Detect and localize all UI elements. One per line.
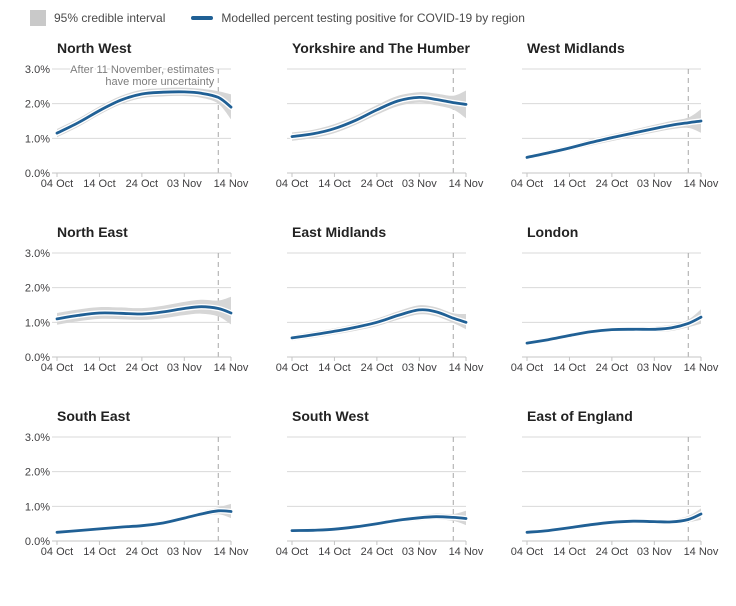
svg-text:24 Oct: 24 Oct [596, 178, 628, 190]
legend-item-credible-interval: 95% credible interval [30, 10, 165, 26]
svg-text:0.0%: 0.0% [25, 536, 50, 548]
panel-title: West Midlands [527, 40, 625, 56]
svg-text:14 Nov: 14 Nov [214, 546, 249, 558]
line-chart-london: 04 Oct 14 Oct 24 Oct 03 Nov 14 Nov [511, 252, 719, 374]
svg-text:14 Oct: 14 Oct [318, 362, 350, 374]
svg-text:1.0%: 1.0% [25, 317, 50, 329]
svg-text:0.0%: 0.0% [25, 352, 50, 364]
svg-text:14 Oct: 14 Oct [553, 362, 585, 374]
svg-text:24 Oct: 24 Oct [596, 362, 628, 374]
svg-text:03 Nov: 03 Nov [637, 546, 672, 558]
svg-text:14 Oct: 14 Oct [553, 178, 585, 190]
svg-text:14 Oct: 14 Oct [318, 178, 350, 190]
panel-title: North West [57, 40, 132, 56]
credible-interval-swatch-icon [30, 10, 46, 26]
svg-text:24 Oct: 24 Oct [126, 362, 158, 374]
svg-text:03 Nov: 03 Nov [637, 362, 672, 374]
svg-text:03 Nov: 03 Nov [402, 178, 437, 190]
svg-text:24 Oct: 24 Oct [596, 546, 628, 558]
svg-text:24 Oct: 24 Oct [126, 178, 158, 190]
svg-text:1.0%: 1.0% [25, 501, 50, 513]
svg-text:03 Nov: 03 Nov [402, 546, 437, 558]
chart-panel-north-west: North West 04 Oct 14 Oct 24 Oct 03 Nov 14 No… [20, 38, 255, 193]
legend-item-modelled-line: Modelled percent testing positive for CO… [191, 11, 525, 25]
svg-text:04 Oct: 04 Oct [41, 362, 73, 374]
svg-text:14 Nov: 14 Nov [449, 546, 484, 558]
panel-title: Yorkshire and The Humber [292, 40, 470, 56]
svg-text:04 Oct: 04 Oct [511, 178, 543, 190]
svg-text:14 Oct: 14 Oct [83, 178, 115, 190]
svg-text:24 Oct: 24 Oct [361, 546, 393, 558]
line-chart-north-west: 04 Oct 14 Oct 24 Oct 03 Nov 14 Nov 0.0% 1.0% 2.… [25, 63, 249, 191]
panel-title: East Midlands [292, 224, 387, 240]
svg-text:14 Nov: 14 Nov [684, 362, 719, 374]
svg-text:14 Oct: 14 Oct [83, 546, 115, 558]
legend-label-modelled-line: Modelled percent testing positive for CO… [221, 11, 525, 25]
svg-text:04 Oct: 04 Oct [41, 178, 73, 190]
svg-text:1.0%: 1.0% [25, 133, 50, 145]
svg-text:0.0%: 0.0% [25, 168, 50, 180]
panel-title: London [527, 224, 579, 240]
svg-text:14 Nov: 14 Nov [449, 178, 484, 190]
line-chart-south-east: 04 Oct 14 Oct 24 Oct 03 Nov 14 Nov 0.0% 1.0% 2.… [25, 432, 249, 558]
svg-text:04 Oct: 04 Oct [511, 362, 543, 374]
svg-text:14 Nov: 14 Nov [214, 362, 249, 374]
chart-panel-east-of-england: East of England 04 Oct 14 Oct 24 Oct 03 Nov… [490, 406, 725, 561]
svg-text:03 Nov: 03 Nov [167, 362, 202, 374]
svg-text:14 Nov: 14 Nov [214, 178, 249, 190]
panel-title: East of England [527, 408, 633, 424]
chart-panel-london: London 04 Oct 14 Oct 24 Oct 03 Nov 14 Nov [490, 222, 725, 377]
svg-text:03 Nov: 03 Nov [167, 178, 202, 190]
svg-text:04 Oct: 04 Oct [276, 178, 308, 190]
chart-panel-north-east: North East 04 Oct 14 Oct 24 Oct 03 Nov 14 No… [20, 222, 255, 377]
svg-text:14 Oct: 14 Oct [318, 546, 350, 558]
chart-panel-south-east: South East 04 Oct 14 Oct 24 Oct 03 Nov 14 No… [20, 406, 255, 561]
svg-text:14 Nov: 14 Nov [684, 546, 719, 558]
svg-text:04 Oct: 04 Oct [511, 546, 543, 558]
panel-title: South West [292, 408, 369, 424]
svg-text:2.0%: 2.0% [25, 467, 50, 479]
svg-text:03 Nov: 03 Nov [402, 362, 437, 374]
uncertainty-annotation: After 11 November, estimates [70, 64, 215, 76]
svg-text:14 Oct: 14 Oct [553, 546, 585, 558]
svg-text:04 Oct: 04 Oct [276, 362, 308, 374]
svg-text:04 Oct: 04 Oct [41, 546, 73, 558]
svg-text:24 Oct: 24 Oct [361, 362, 393, 374]
small-multiples-grid: North West 04 Oct 14 Oct 24 Oct 03 Nov 14 No… [20, 38, 736, 590]
chart-panel-yorkshire-humber: Yorkshire and The Humber 04 Oct 14 Oct 24 … [255, 38, 490, 193]
svg-text:2.0%: 2.0% [25, 283, 50, 295]
chart-panel-south-west: South West 04 Oct 14 Oct 24 Oct 03 Nov 14 No… [255, 406, 490, 561]
svg-text:03 Nov: 03 Nov [637, 178, 672, 190]
svg-text:24 Oct: 24 Oct [126, 546, 158, 558]
line-chart-south-west: 04 Oct 14 Oct 24 Oct 03 Nov 14 Nov [276, 436, 484, 558]
svg-text:14 Oct: 14 Oct [83, 362, 115, 374]
svg-text:03 Nov: 03 Nov [167, 546, 202, 558]
legend-label-credible-interval: 95% credible interval [54, 11, 166, 25]
line-chart-east-midlands: 04 Oct 14 Oct 24 Oct 03 Nov 14 Nov [276, 252, 484, 374]
uncertainty-annotation: have more uncertainty [105, 76, 214, 88]
svg-text:24 Oct: 24 Oct [361, 178, 393, 190]
svg-text:14 Nov: 14 Nov [449, 362, 484, 374]
chart-legend: 95% credible interval Modelled percent t… [20, 8, 736, 28]
svg-text:04 Oct: 04 Oct [276, 546, 308, 558]
chart-panel-east-midlands: East Midlands 04 Oct 14 Oct 24 Oct 03 Nov 14… [255, 222, 490, 377]
svg-text:3.0%: 3.0% [25, 432, 50, 444]
panel-title: South East [57, 408, 131, 424]
svg-text:14 Nov: 14 Nov [684, 178, 719, 190]
line-chart-yorkshire-humber: 04 Oct 14 Oct 24 Oct 03 Nov 14 Nov [276, 68, 484, 190]
line-chart-west-midlands: 04 Oct 14 Oct 24 Oct 03 Nov 14 Nov [511, 68, 719, 190]
line-chart-north-east: 04 Oct 14 Oct 24 Oct 03 Nov 14 Nov 0.0% 1.0% 2.… [25, 248, 249, 374]
svg-text:3.0%: 3.0% [25, 64, 50, 76]
panel-title: North East [57, 224, 128, 240]
svg-text:2.0%: 2.0% [25, 99, 50, 111]
modelled-line-swatch-icon [191, 16, 214, 20]
svg-text:3.0%: 3.0% [25, 248, 50, 260]
line-chart-east-of-england: 04 Oct 14 Oct 24 Oct 03 Nov 14 Nov [511, 436, 719, 558]
chart-panel-west-midlands: West Midlands 04 Oct 14 Oct 24 Oct 03 Nov 14… [490, 38, 725, 193]
